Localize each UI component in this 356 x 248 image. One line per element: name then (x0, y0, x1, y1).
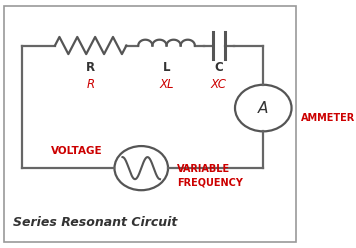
Text: XC: XC (211, 78, 227, 91)
Text: VARIABLE
FREQUENCY: VARIABLE FREQUENCY (177, 164, 243, 187)
Text: C: C (214, 61, 223, 74)
Text: L: L (163, 61, 170, 74)
Text: R: R (87, 78, 95, 91)
Text: R: R (86, 61, 95, 74)
Circle shape (115, 146, 168, 190)
Text: XL: XL (159, 78, 174, 91)
Text: A: A (258, 100, 268, 116)
Circle shape (235, 85, 292, 131)
Text: Series Resonant Circuit: Series Resonant Circuit (13, 216, 178, 229)
Text: VOLTAGE: VOLTAGE (51, 146, 103, 156)
Text: AMMETER: AMMETER (300, 113, 355, 123)
